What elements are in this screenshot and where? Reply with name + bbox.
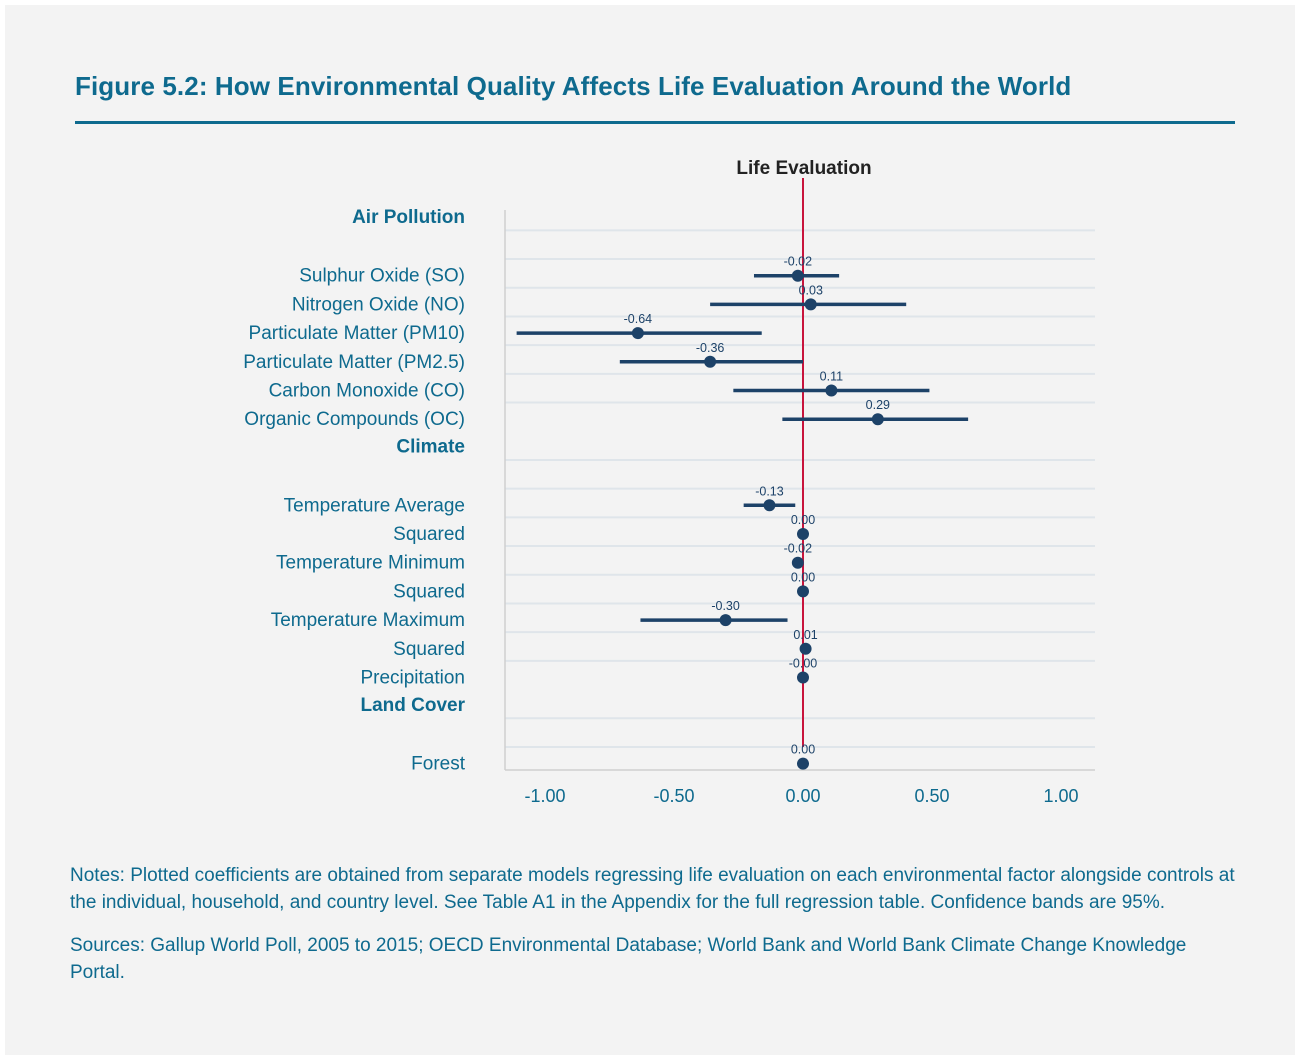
coefficient-point <box>763 499 776 512</box>
value-label: 0.00 <box>791 570 815 584</box>
value-label: 0.03 <box>799 283 823 297</box>
value-label: -0.02 <box>784 255 813 269</box>
coefficient-point <box>631 327 644 340</box>
row-label: Squared <box>393 639 465 660</box>
figure-notes: Notes: Plotted coefficients are obtained… <box>70 862 1240 1002</box>
value-label: -0.36 <box>696 341 725 355</box>
x-tick-label: -0.50 <box>653 786 694 806</box>
coefficient-point <box>804 298 817 311</box>
value-label: -0.02 <box>784 542 813 556</box>
group-label: Air Pollution <box>352 207 465 228</box>
row-label: Carbon Monoxide (CO) <box>269 381 465 402</box>
value-label: -0.00 <box>789 657 818 671</box>
x-tick-label: 0.50 <box>914 786 949 806</box>
row-label: Forest <box>411 754 466 775</box>
value-label: 0.00 <box>791 743 815 757</box>
row-label: Temperature Maximum <box>271 610 465 631</box>
coefficient-point <box>791 269 804 282</box>
coefficient-point <box>704 355 717 368</box>
figure-card: Figure 5.2: How Environmental Quality Af… <box>5 5 1295 1055</box>
value-label: -0.13 <box>755 484 784 498</box>
group-label: Land Cover <box>360 695 465 716</box>
row-label: Squared <box>393 581 465 602</box>
row-label: Particulate Matter (PM2.5) <box>243 352 465 373</box>
coefficient-point <box>799 642 812 655</box>
group-label: Climate <box>396 437 465 458</box>
x-tick-label: -1.00 <box>524 786 565 806</box>
value-label: -0.64 <box>624 312 653 326</box>
coefficient-point <box>797 671 809 684</box>
row-label: Temperature Minimum <box>276 553 465 574</box>
sources-text: Sources: Gallup World Poll, 2005 to 2015… <box>70 935 1187 983</box>
value-label: -0.30 <box>711 599 740 613</box>
title-divider <box>75 121 1235 124</box>
coefficient-point <box>797 757 809 770</box>
value-label: 0.00 <box>791 513 815 527</box>
x-tick-label: 0.00 <box>785 786 820 806</box>
coefficient-point <box>797 585 809 598</box>
row-label: Particulate Matter (PM10) <box>249 323 465 344</box>
chart-title: Life Evaluation <box>736 158 871 179</box>
x-tick-label: 1.00 <box>1043 786 1078 806</box>
coefficient-point <box>719 614 732 627</box>
row-label: Sulphur Oxide (SO) <box>299 266 465 287</box>
row-label: Temperature Average <box>284 495 465 516</box>
notes-text: Notes: Plotted coefficients are obtained… <box>70 865 1235 913</box>
coefficient-point <box>791 556 804 569</box>
row-label: Organic Compounds (OC) <box>244 409 465 430</box>
coefficient-point <box>825 384 838 397</box>
row-label: Nitrogen Oxide (NO) <box>292 294 465 315</box>
coefficient-point <box>797 528 809 540</box>
value-label: 0.29 <box>866 398 890 412</box>
figure-title: Figure 5.2: How Environmental Quality Af… <box>75 71 1072 101</box>
coefficient-point <box>871 413 884 426</box>
row-label: Squared <box>393 524 465 545</box>
value-label: 0.01 <box>793 628 817 642</box>
value-label: 0.11 <box>820 370 843 384</box>
row-label: Precipitation <box>360 668 465 689</box>
